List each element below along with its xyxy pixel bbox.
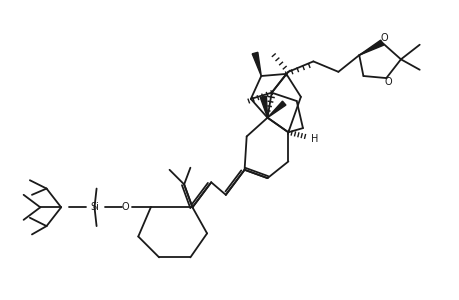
Polygon shape bbox=[252, 52, 261, 76]
Polygon shape bbox=[358, 40, 383, 55]
Polygon shape bbox=[267, 101, 285, 118]
Text: O: O bbox=[384, 77, 392, 87]
Text: O: O bbox=[121, 202, 129, 212]
Text: H: H bbox=[311, 134, 318, 143]
Polygon shape bbox=[260, 96, 267, 118]
Text: Si: Si bbox=[90, 202, 99, 212]
Text: O: O bbox=[380, 34, 387, 44]
